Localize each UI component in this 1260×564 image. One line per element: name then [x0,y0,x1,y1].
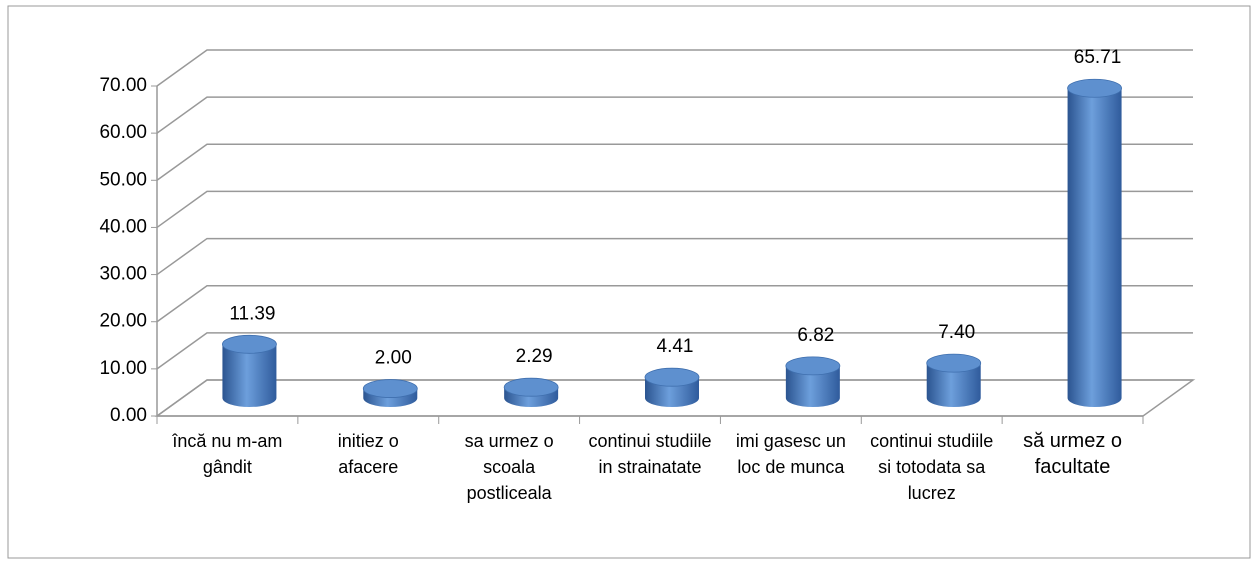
data-label: 11.39 [229,303,275,324]
grid-line [156,332,1193,370]
bar [785,356,841,407]
grid-line [156,379,1193,417]
data-label: 65.71 [1074,47,1122,68]
bar [362,379,418,407]
grid-line [156,284,1193,323]
y-tick-label: 40.00 [99,216,147,237]
grid-line [156,96,1193,134]
x-tick-label: continui studiile si totodata sa lucrez [870,431,994,503]
bar-top [926,353,982,373]
grid-line [156,190,1193,229]
bar-body [222,344,277,407]
frame [7,5,1251,559]
bar-top [503,377,559,397]
grid-line [156,49,1193,87]
x-tick-label: imi gasesc un loc de munca [735,431,846,477]
data-label: 7.40 [938,322,975,343]
data-label: 6.82 [797,325,834,346]
data-label: 4.41 [657,336,694,357]
data-label: 2.29 [516,346,553,367]
y-tick-label: 30.00 [99,264,147,285]
bar-top [362,379,418,398]
x-tick-label: continui studiile in strainatate [588,431,712,477]
bar-body [926,363,981,407]
data-label: 2.00 [375,348,412,369]
y-tick-label: 10.00 [99,358,147,379]
x-tick-label: să urmez o facultate [1023,430,1123,478]
bar-top [1067,78,1122,98]
bar-top [644,367,700,387]
y-tick-label: 60.00 [99,122,147,143]
y-tick-label: 20.00 [99,311,147,332]
bar-top [222,334,277,354]
x-tick-label: încă nu m-am gândit [172,431,283,477]
grid-line [156,237,1193,276]
x-tick-label: initiez o afacere [337,431,399,477]
bar [926,353,982,407]
bar-body [1067,88,1122,407]
bar-top [785,356,841,376]
bar [1067,78,1122,407]
x-tick-label: sa urmez o scoala postliceala [464,431,554,503]
bar [644,367,700,407]
y-tick-label: 0.00 [110,405,147,426]
bar-body [785,365,840,407]
y-tick-label: 70.00 [99,75,147,96]
bar [503,377,559,407]
grid-line [156,143,1193,181]
bar [222,334,277,407]
y-tick-label: 50.00 [99,169,147,190]
